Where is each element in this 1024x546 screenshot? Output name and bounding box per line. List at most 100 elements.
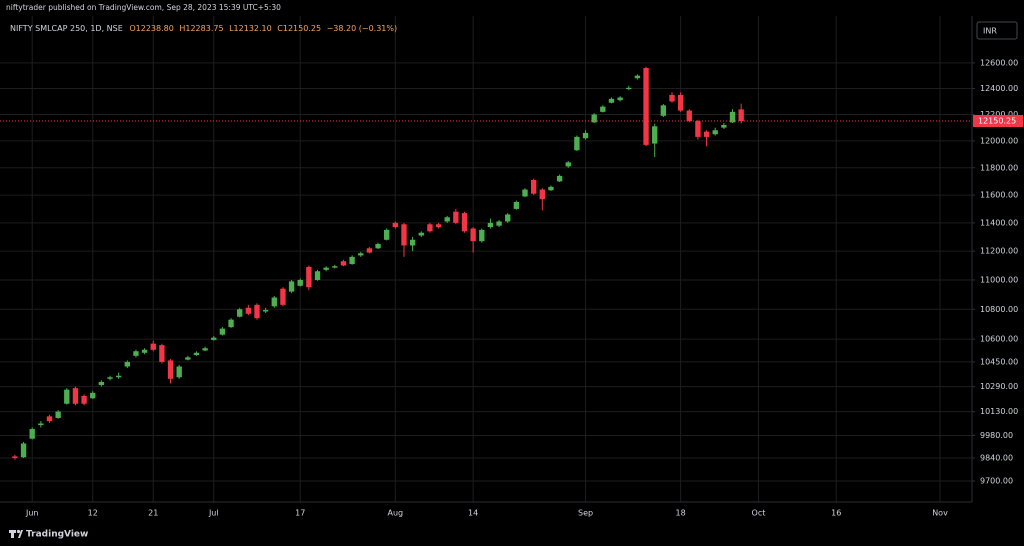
candle-body bbox=[530, 179, 537, 194]
candle-body bbox=[141, 349, 148, 353]
candle-body bbox=[479, 229, 485, 242]
change-label: −38.20 (−0.31%) bbox=[327, 24, 398, 33]
candle-body bbox=[211, 337, 217, 340]
y-tick-label: 10800.00 bbox=[980, 305, 1018, 314]
y-tick-label: 9980.00 bbox=[980, 431, 1013, 440]
candle-body bbox=[46, 416, 53, 422]
candle-body bbox=[288, 281, 295, 292]
currency-box[interactable] bbox=[976, 21, 1018, 40]
candle-body bbox=[548, 186, 554, 191]
y-tick-label: 9840.00 bbox=[980, 454, 1013, 463]
candle-body bbox=[81, 395, 87, 404]
candle-body bbox=[271, 297, 277, 307]
x-tick-label: 21 bbox=[148, 509, 158, 518]
brand: TradingView bbox=[26, 530, 88, 540]
x-tick-label: 16 bbox=[831, 509, 841, 518]
candle-body bbox=[444, 217, 450, 222]
candle-body bbox=[669, 94, 675, 102]
candle-body bbox=[202, 348, 208, 351]
candle-body bbox=[20, 443, 27, 458]
candle-body bbox=[686, 110, 692, 122]
candle-body bbox=[626, 87, 632, 90]
candle-body bbox=[418, 232, 424, 236]
candle-body bbox=[349, 256, 355, 265]
candle-body bbox=[29, 429, 35, 439]
candle-body bbox=[608, 98, 615, 103]
x-tick-label: Jun bbox=[25, 509, 39, 518]
publisher-bar bbox=[0, 0, 1024, 16]
candle-body bbox=[591, 114, 597, 123]
candle-body bbox=[340, 261, 347, 266]
candle-body bbox=[513, 201, 520, 209]
candle-body bbox=[695, 121, 701, 137]
x-tick-label: Jul bbox=[208, 509, 219, 518]
candle-body bbox=[643, 68, 649, 145]
candle-body bbox=[652, 126, 658, 144]
candle-body bbox=[574, 136, 580, 151]
y-tick-label: 10600.00 bbox=[980, 335, 1018, 344]
brand-logo bbox=[9, 529, 23, 538]
y-tick-label: 12200.00 bbox=[980, 110, 1018, 119]
candle-body bbox=[617, 97, 623, 101]
grid bbox=[0, 16, 972, 502]
candle-body bbox=[124, 361, 130, 367]
candle-body bbox=[384, 229, 390, 240]
publisher: niftytrader published on TradingView.com… bbox=[6, 3, 281, 12]
x-tick-label: 14 bbox=[468, 509, 478, 518]
candle-body bbox=[427, 224, 433, 232]
candle-body bbox=[634, 75, 641, 79]
candle-body bbox=[539, 189, 545, 200]
candle-body bbox=[72, 388, 79, 404]
y-tick-label: 10290.00 bbox=[980, 382, 1018, 391]
candle-body bbox=[600, 106, 606, 112]
y-tick-label: 11200.00 bbox=[980, 247, 1018, 256]
candle-body bbox=[660, 105, 667, 116]
candle-body bbox=[453, 211, 459, 223]
candle-body bbox=[133, 351, 139, 356]
high-label: H12283.75 bbox=[179, 24, 223, 33]
currency[interactable]: INR bbox=[983, 27, 997, 36]
candle-body bbox=[228, 319, 234, 328]
candle-body bbox=[90, 392, 96, 399]
candle-body bbox=[297, 279, 303, 286]
candle-body bbox=[409, 239, 416, 246]
candle-body bbox=[55, 411, 61, 418]
candle-body bbox=[738, 109, 744, 122]
y-tick-label: 11000.00 bbox=[980, 275, 1018, 284]
candle-body bbox=[254, 304, 260, 319]
x-tick-label: Oct bbox=[752, 509, 766, 518]
y-tick-label: 9700.00 bbox=[980, 476, 1013, 485]
x-tick-label: Aug bbox=[388, 509, 404, 518]
candle-body bbox=[245, 307, 252, 314]
y-tick-label: 12400.00 bbox=[980, 84, 1018, 93]
candle-body bbox=[401, 224, 407, 246]
open-label: O12238.80 bbox=[129, 24, 173, 33]
candle-body bbox=[176, 366, 182, 378]
x-tick-label: 17 bbox=[295, 509, 305, 518]
candle-body bbox=[159, 345, 165, 362]
candle-body bbox=[262, 310, 269, 312]
candle-body bbox=[461, 213, 468, 232]
x-tick-label: 12 bbox=[88, 509, 98, 518]
candle-body bbox=[703, 131, 710, 137]
candle-body bbox=[314, 271, 321, 280]
y-tick-label: 11600.00 bbox=[980, 191, 1018, 200]
y-tick-label: 12600.00 bbox=[980, 58, 1018, 67]
candle-body bbox=[582, 132, 589, 139]
y-tick-label: 11400.00 bbox=[980, 218, 1018, 227]
candle-body bbox=[721, 124, 727, 128]
candle-body bbox=[332, 266, 338, 268]
candle-body bbox=[712, 130, 718, 135]
x-tick-label: Nov bbox=[932, 509, 948, 518]
candle-body bbox=[366, 248, 373, 253]
candle-body bbox=[435, 224, 442, 228]
candle-body bbox=[219, 328, 226, 335]
candle-body bbox=[375, 244, 381, 249]
y-tick-label: 10130.00 bbox=[980, 407, 1018, 416]
candle-body bbox=[487, 222, 494, 228]
candle-body bbox=[522, 189, 528, 197]
low-label: L12132.10 bbox=[229, 24, 272, 33]
candle-body bbox=[115, 375, 122, 378]
